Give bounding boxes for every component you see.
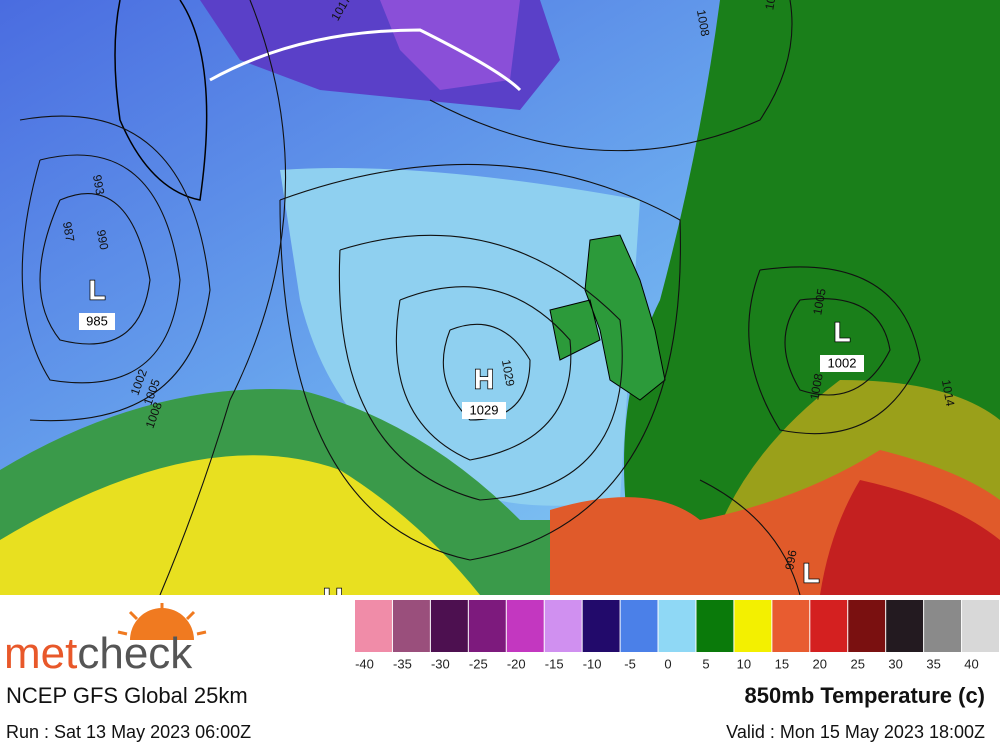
label-box xyxy=(820,355,864,372)
legend-swatch xyxy=(544,600,582,652)
legend-label: -20 xyxy=(507,656,526,671)
british-isles xyxy=(549,234,666,401)
map: 993 990 987 1002 1005 1008 1029 1005 100… xyxy=(0,0,1000,614)
isobar-label: 1029 xyxy=(499,359,517,388)
legend-swatch xyxy=(924,600,962,652)
coastline xyxy=(114,0,208,201)
legend-label: -10 xyxy=(583,656,602,671)
product-name: 850mb Temperature (c) xyxy=(745,683,985,708)
model-name: NCEP GFS Global 25km xyxy=(6,683,248,708)
warm-region xyxy=(0,455,480,595)
pressure-letter: L xyxy=(802,557,819,588)
legend-swatch xyxy=(430,600,468,652)
ice-edge xyxy=(209,28,522,92)
run-time: Run : Sat 13 May 2023 06:00Z xyxy=(6,722,251,742)
isobar-label: 990 xyxy=(94,229,111,251)
valid-time: Valid : Mon 15 May 2023 18:00Z xyxy=(726,722,985,742)
pressure-value: 1029 xyxy=(470,402,499,417)
isobar-label: 1008 xyxy=(807,372,825,401)
legend-label: -5 xyxy=(624,656,636,671)
pressure-letter: L xyxy=(833,316,850,347)
label-box xyxy=(462,402,506,419)
isobar-label: 1008 xyxy=(694,9,712,38)
legend-label: -40 xyxy=(355,656,374,671)
legend: -40 -35 -30 -25 -20 -15 -10 -5 0 5 10 15 20 25 30 35 40 xyxy=(355,600,999,671)
sun-rays xyxy=(117,603,207,636)
pressure-centers: L 985 H 1029 L 1002 L H xyxy=(79,274,864,614)
legend-swatch xyxy=(810,600,848,652)
legend-label: 15 xyxy=(775,656,789,671)
sun xyxy=(130,608,194,640)
legend-label: -30 xyxy=(431,656,450,671)
legend-label: 5 xyxy=(702,656,709,671)
legend-swatch xyxy=(658,600,696,652)
logo-text: metcheck xyxy=(4,629,193,678)
logo-part: check xyxy=(77,629,193,678)
label-box xyxy=(79,313,115,330)
legend-label: -25 xyxy=(469,656,488,671)
legend-label: -35 xyxy=(393,656,412,671)
legend-swatch xyxy=(582,600,620,652)
isobar-label: 1005 xyxy=(810,287,828,316)
legend-label: 20 xyxy=(813,656,827,671)
legend-swatch xyxy=(886,600,924,652)
legend-label: 35 xyxy=(926,656,940,671)
legend-swatch xyxy=(734,600,772,652)
pressure-letter: L xyxy=(88,274,105,305)
pressure-letter: H xyxy=(474,363,494,394)
isobar-label: 1014 xyxy=(939,379,957,408)
legend-swatch xyxy=(620,600,658,652)
legend-label: 10 xyxy=(737,656,751,671)
legend-label: -15 xyxy=(545,656,564,671)
logo-part: met xyxy=(4,629,77,678)
legend-label: 0 xyxy=(664,656,671,671)
legend-swatch xyxy=(468,600,506,652)
isobar-label: 987 xyxy=(60,221,77,243)
isobar-label: 993 xyxy=(90,174,107,196)
legend-label: 40 xyxy=(964,656,978,671)
isobar-label: 1011 xyxy=(762,0,780,11)
legend-swatch xyxy=(962,600,999,652)
legend-swatch xyxy=(506,600,544,652)
logo: metcheck xyxy=(4,603,207,678)
isobars xyxy=(19,0,921,596)
legend-label: 30 xyxy=(888,656,902,671)
legend-swatch xyxy=(848,600,886,652)
legend-swatch xyxy=(392,600,430,652)
hot-core xyxy=(820,480,1000,595)
pressure-value: 985 xyxy=(86,313,108,328)
isobar-label: 996 xyxy=(782,549,799,571)
legend-label: 25 xyxy=(850,656,864,671)
legend-swatch xyxy=(696,600,734,652)
legend-swatch xyxy=(772,600,810,652)
legend-swatch xyxy=(355,600,392,652)
pressure-value: 1002 xyxy=(828,355,857,370)
